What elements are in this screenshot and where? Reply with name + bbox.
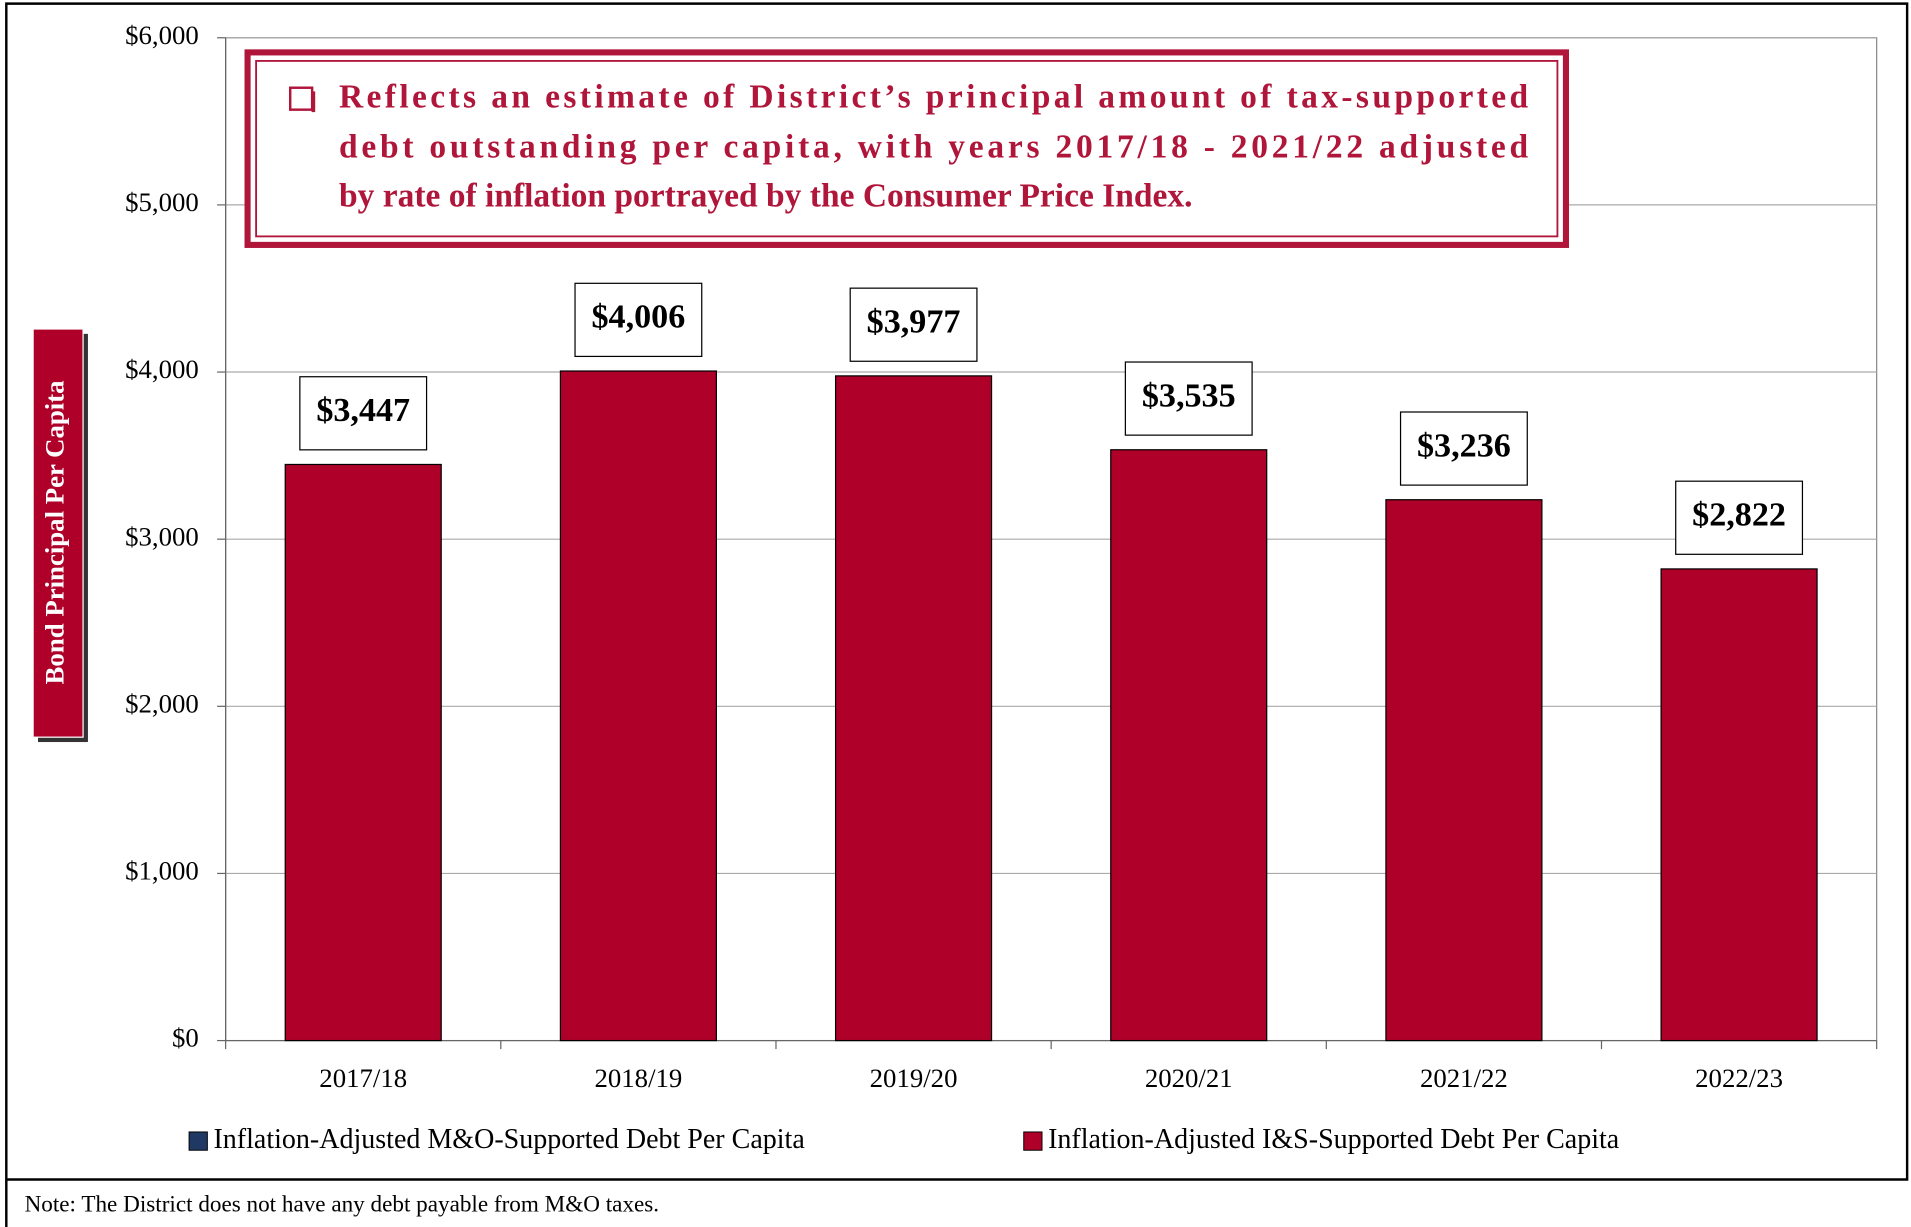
legend-swatch — [188, 1131, 208, 1151]
data-label-box — [1675, 480, 1804, 555]
data-label-box — [574, 282, 703, 358]
x-tick-label: 2019/20 — [870, 1063, 958, 1093]
x-tick-label: 2018/19 — [594, 1063, 682, 1093]
y-tick-label: $2,000 — [125, 688, 199, 718]
frame — [5, 2, 1909, 1227]
note: Note: The District does not have any deb… — [25, 1192, 660, 1218]
bar — [1660, 568, 1818, 1042]
ylabel-box — [32, 328, 84, 738]
legend-label: Inflation-Adjusted I&S-Supported Debt Pe… — [1048, 1124, 1620, 1155]
bar — [559, 370, 717, 1042]
data-label: $2,822 — [1692, 497, 1786, 534]
y-tick-label: $5,000 — [125, 187, 199, 217]
data-label: $3,236 — [1417, 427, 1511, 464]
legend-swatch — [1023, 1131, 1043, 1151]
legend-label: Inflation-Adjusted M&O-Supported Debt Pe… — [213, 1124, 805, 1155]
annotation-line: by rate of inflation portrayed by the Co… — [339, 177, 1193, 214]
annotation-box — [244, 49, 1569, 248]
bar — [284, 463, 442, 1042]
y-tick-label: $6,000 — [125, 20, 199, 50]
data-label-box — [849, 287, 978, 362]
data-label: $3,535 — [1142, 377, 1236, 414]
data-label: $3,447 — [316, 392, 410, 429]
x-tick-label: 2017/18 — [319, 1063, 407, 1093]
data-label-box — [299, 376, 428, 451]
x-tick-label: 2020/21 — [1145, 1063, 1233, 1093]
y-tick-label: $1,000 — [125, 856, 199, 886]
annotation-box-inner — [255, 60, 1559, 238]
bar — [1110, 449, 1268, 1042]
x-tick-label: 2021/22 — [1420, 1063, 1508, 1093]
data-label-box — [1399, 411, 1528, 486]
bar — [834, 375, 993, 1042]
data-label: $3,977 — [867, 304, 961, 341]
data-label: $4,006 — [591, 299, 685, 336]
y-axis-label: Bond Principal Per Capita — [40, 380, 70, 684]
bar — [1385, 499, 1543, 1042]
x-tick-label: 2022/23 — [1695, 1063, 1783, 1093]
y-tick-label: $0 — [172, 1023, 199, 1053]
data-label-box — [1124, 361, 1253, 436]
y-tick-label: $4,000 — [125, 354, 199, 384]
annotation-line: Reflects an estimate of District’s princ… — [339, 79, 1529, 116]
y-tick-label: $3,000 — [125, 521, 199, 551]
